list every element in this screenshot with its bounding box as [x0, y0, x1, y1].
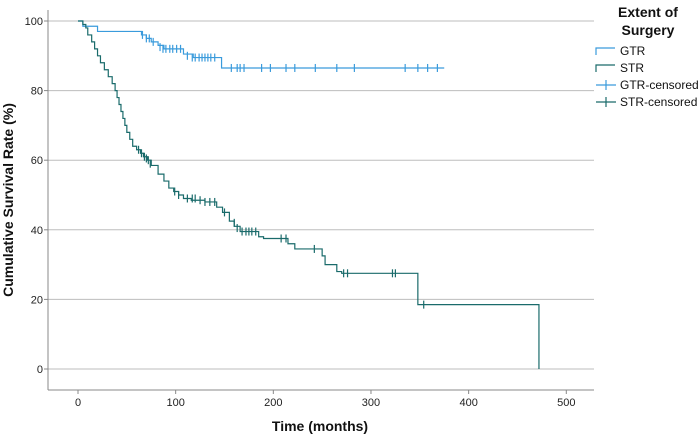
x-tick-labels: 0 100 200 300 400 500: [75, 390, 575, 409]
str-survival-line: [78, 20, 540, 369]
plot-background: [48, 10, 594, 390]
x-tick-label-400: 400: [459, 397, 477, 409]
x-axis-title: Time (months): [272, 418, 368, 434]
x-tick-label-300: 300: [362, 397, 380, 409]
legend-swatch-gtr: [595, 47, 615, 55]
x-tick-label-200: 200: [264, 397, 282, 409]
x-tick-label-100: 100: [166, 397, 184, 409]
gtr-survival-line: [78, 20, 445, 69]
legend-swatch-str: [595, 64, 615, 72]
y-tick-label-40: 40: [31, 225, 43, 237]
legend-title-line2: Surgery: [622, 22, 675, 38]
y-tick-label-60: 60: [31, 155, 43, 167]
y-tick-label-20: 20: [31, 294, 43, 306]
y-axis-title: Cumulative Survival Rate (%): [0, 103, 16, 297]
legend-title-line1: Extent of: [618, 4, 678, 20]
legend-label-str-censored: STR-censored: [620, 95, 697, 109]
gridlines: [48, 20, 594, 370]
y-tick-label-100: 100: [25, 16, 43, 28]
y-tick-labels: 0 20 40 60 80 100: [25, 16, 48, 376]
y-tick-label-0: 0: [37, 364, 43, 376]
series-layer: [78, 20, 540, 369]
legend-label-str: STR: [620, 61, 644, 75]
legend: Extent of Surgery GTR STR GTR-censored STR-…: [595, 4, 699, 109]
x-tick-label-500: 500: [557, 397, 575, 409]
legend-items: GTR STR GTR-censored STR-censored: [595, 44, 699, 109]
y-tick-label-80: 80: [31, 86, 43, 98]
legend-label-gtr: GTR: [620, 44, 646, 58]
axes: [47, 10, 594, 391]
x-tick-label-0: 0: [75, 397, 81, 409]
legend-label-gtr-censored: GTR-censored: [620, 78, 699, 92]
